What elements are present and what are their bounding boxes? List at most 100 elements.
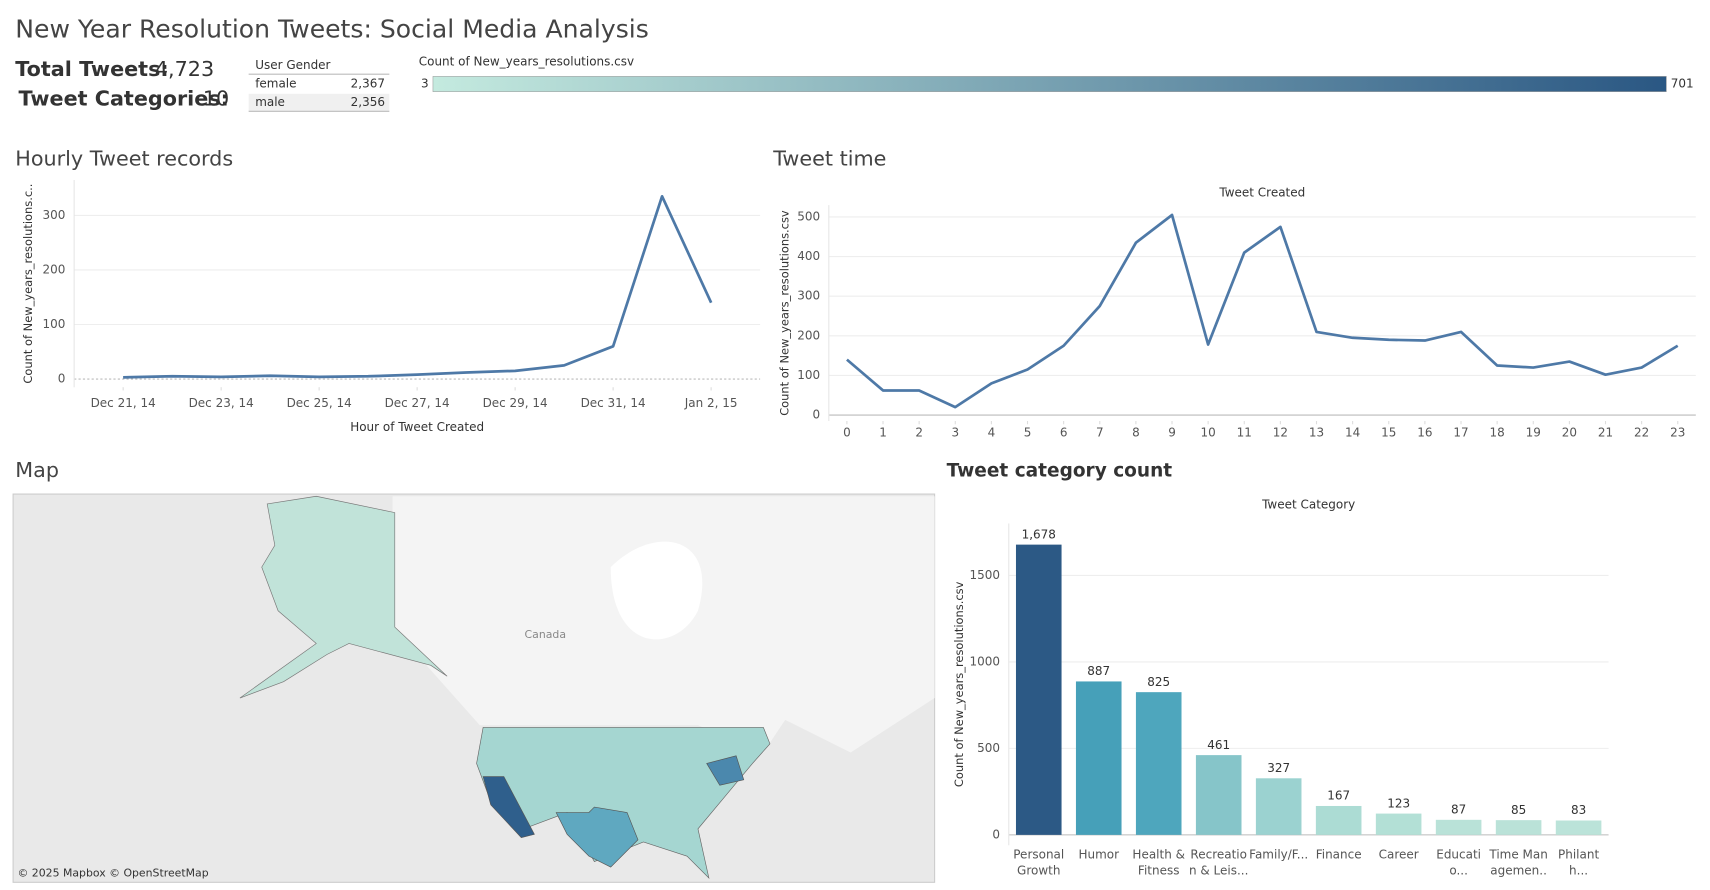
x-tick-label: Dec 23, 14 xyxy=(189,396,254,410)
chart: Tweet category count 0 500 1000 1500 Count of… xyxy=(947,461,1609,878)
x-tick-label: Philanth... xyxy=(1558,847,1600,878)
x-tick-label: Humor xyxy=(1078,847,1120,862)
line xyxy=(123,194,713,379)
x-tick-label: 20 xyxy=(1562,426,1577,440)
y-tick-label: 1000 xyxy=(970,654,1000,668)
x-tick-label: 5 xyxy=(1024,426,1032,440)
x-tick-label: Personal Growth xyxy=(1013,847,1065,878)
table-cell: male xyxy=(255,95,285,109)
value-label: 85 xyxy=(1511,803,1526,817)
bar xyxy=(1255,778,1302,835)
dashboard-title: New Year Resolution Tweets: Social Media… xyxy=(15,15,649,44)
x-tick-label: Recreation & Leis... xyxy=(1188,847,1249,878)
color-legend: Count of New_years_resolutions.csv 3 701 xyxy=(419,55,1694,92)
value-label: 825 xyxy=(1147,675,1170,689)
bar xyxy=(1015,544,1062,835)
x-tick-label: 9 xyxy=(1168,426,1176,440)
map-panel: Map Canada © 2025 Mapbox © OpenStreetMap xyxy=(12,458,936,883)
value-label: 327 xyxy=(1267,761,1290,775)
x-tick-label: 0 xyxy=(843,426,851,440)
y-tick-label: 500 xyxy=(797,209,820,223)
y-tick-label: 100 xyxy=(43,317,66,331)
kpi-label: Total Tweets: xyxy=(15,57,168,81)
bar xyxy=(1435,819,1482,835)
bar xyxy=(1195,755,1242,835)
line xyxy=(846,213,1679,409)
x-tick-label: Time Managemen.. xyxy=(1489,847,1548,878)
x-tick-label: 3 xyxy=(951,426,959,440)
x-tick-label: 16 xyxy=(1417,426,1432,440)
x-tick-label: Dec 27, 14 xyxy=(385,396,450,410)
x-tick-label-box: Philanth... xyxy=(1558,847,1600,878)
section-title: Map xyxy=(15,458,59,482)
x-axis-label: Hour of Tweet Created xyxy=(350,420,484,434)
value-label: 167 xyxy=(1327,789,1350,803)
y-axis-label: Count of New_years_resolutions.csv xyxy=(952,581,966,787)
y-axis-label: Count of New_years_resolutions.csv xyxy=(778,210,792,416)
bar xyxy=(1315,805,1362,835)
row-band xyxy=(248,93,390,112)
legend-title: Count of New_years_resolutions.csv xyxy=(419,55,634,69)
x-tick-label: 2 xyxy=(915,426,923,440)
x-tick-label: 23 xyxy=(1670,426,1685,440)
bar xyxy=(1135,692,1182,835)
y-tick-label: 100 xyxy=(797,368,820,382)
state xyxy=(555,806,639,868)
value-label: 1,678 xyxy=(1022,527,1056,541)
x-tick-label-box: Family/F... xyxy=(1249,847,1309,862)
table-header: User Gender xyxy=(255,58,330,72)
y-tick-label: 1500 xyxy=(970,568,1000,582)
x-tick-label: Finance xyxy=(1315,847,1362,862)
x-tick-label: Dec 31, 14 xyxy=(581,396,646,410)
kpi-label: Tweet Categories: xyxy=(19,86,229,110)
table-cell: female xyxy=(255,77,296,91)
chart-title: Tweet time xyxy=(772,146,886,170)
y-tick-label: 200 xyxy=(43,262,66,276)
y-tick-label: 0 xyxy=(992,827,1000,841)
x-tick-label: Family/F... xyxy=(1249,847,1309,862)
x-tick-label: Career xyxy=(1378,847,1419,862)
value-label: 887 xyxy=(1087,664,1110,678)
x-tick-label: 7 xyxy=(1096,426,1104,440)
value-label: 461 xyxy=(1207,738,1230,752)
x-tick-label: 10 xyxy=(1201,426,1216,440)
x-tick-label: 14 xyxy=(1345,426,1360,440)
y-tick-label: 0 xyxy=(812,408,820,422)
x-tick-label-box: Humor xyxy=(1078,847,1120,862)
x-tick-label: Dec 29, 14 xyxy=(483,396,548,410)
x-tick-label-box: Recreation & Leis... xyxy=(1188,847,1249,878)
x-tick-label: Dec 25, 14 xyxy=(287,396,352,410)
x-tick-label-box: Health & Fitness xyxy=(1132,847,1185,878)
chart: Hourly Tweet records 0 100 200 300 Count of N… xyxy=(15,146,761,434)
chart-title: Tweet category count xyxy=(947,461,1173,482)
y-tick-label: 200 xyxy=(797,328,820,342)
x-tick-label: 11 xyxy=(1237,426,1252,440)
x-axis-label: Tweet Created xyxy=(1218,186,1305,200)
x-tick-label: 4 xyxy=(988,426,996,440)
x-tick-label: Dec 21, 14 xyxy=(91,396,156,410)
x-tick-label: 6 xyxy=(1060,426,1068,440)
x-tick-label: 1 xyxy=(879,426,887,440)
y-tick-label: 0 xyxy=(58,372,66,386)
x-tick-label: Health & Fitness xyxy=(1132,847,1185,878)
bar xyxy=(1495,820,1542,835)
x-tick-label: Educatio... xyxy=(1436,847,1482,878)
x-tick-label: 19 xyxy=(1526,426,1541,440)
x-tick-label: 15 xyxy=(1381,426,1396,440)
legend-gradient xyxy=(432,76,1667,92)
x-tick-label-box: Time Managemen.. xyxy=(1489,847,1548,878)
x-tick-label-box: Finance xyxy=(1315,847,1362,862)
kpi-value: 4,723 xyxy=(155,57,214,81)
legend-min: 3 xyxy=(421,77,429,91)
map-label: Canada xyxy=(525,628,566,641)
y-axis-label: Count of New_years_resolutions.c.. xyxy=(21,184,35,384)
kpi-value: 10 xyxy=(203,86,229,110)
x-tick-label: 18 xyxy=(1490,426,1505,440)
x-tick-label: 13 xyxy=(1309,426,1324,440)
bar xyxy=(1075,681,1122,835)
x-tick-label: 12 xyxy=(1273,426,1288,440)
x-tick-label-box: Career xyxy=(1378,847,1419,862)
